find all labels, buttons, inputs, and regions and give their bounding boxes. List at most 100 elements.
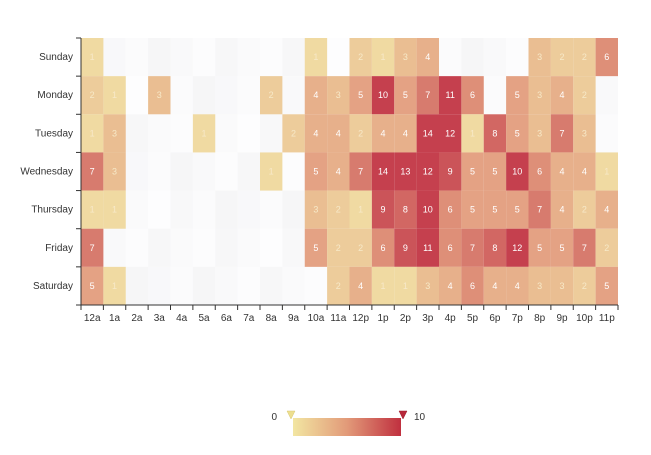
- cell-wednesday-5p[interactable]: [461, 152, 484, 191]
- cell-saturday-1p[interactable]: [371, 266, 395, 305]
- cell-friday-2p[interactable]: [394, 228, 417, 267]
- cell-thursday-12p[interactable]: [349, 190, 372, 229]
- cell-tuesday-1p[interactable]: [371, 114, 395, 153]
- cell-monday-11a[interactable]: [327, 76, 350, 115]
- cell-sunday-10p[interactable]: [573, 38, 596, 77]
- cell-saturday-3p[interactable]: [416, 266, 439, 305]
- cell-monday-8a[interactable]: [260, 76, 283, 115]
- cell-monday-1p[interactable]: [371, 76, 395, 115]
- cell-wednesday-11a[interactable]: [327, 152, 350, 191]
- cell-wednesday-4p[interactable]: [439, 152, 462, 191]
- cell-saturday-2p[interactable]: [394, 266, 417, 305]
- cell-saturday-8p[interactable]: [528, 266, 551, 305]
- cell-friday-12p[interactable]: [349, 228, 372, 267]
- cell-tuesday-5p[interactable]: [461, 114, 484, 153]
- cell-friday-10a[interactable]: [304, 228, 328, 267]
- cell-friday-3p[interactable]: [416, 228, 439, 267]
- cell-friday-5p[interactable]: [461, 228, 484, 267]
- cell-wednesday-9p[interactable]: [550, 152, 574, 191]
- cell-saturday-6p[interactable]: [483, 266, 507, 305]
- legend-max-handle[interactable]: [398, 410, 408, 420]
- cell-thursday-2p[interactable]: [394, 190, 417, 229]
- cell-monday-7p[interactable]: [506, 76, 529, 115]
- cell-monday-1a[interactable]: [103, 76, 126, 115]
- cell-tuesday-8p[interactable]: [528, 114, 551, 153]
- cell-wednesday-12a[interactable]: [81, 152, 104, 191]
- cell-friday-11p[interactable]: [595, 228, 618, 267]
- cell-monday-8p[interactable]: [528, 76, 551, 115]
- cell-tuesday-9p[interactable]: [550, 114, 574, 153]
- cell-monday-3a[interactable]: [148, 76, 171, 115]
- cell-wednesday-1p[interactable]: [371, 152, 395, 191]
- cell-friday-10p[interactable]: [573, 228, 596, 267]
- cell-thursday-10a[interactable]: [304, 190, 328, 229]
- cell-wednesday-6p[interactable]: [483, 152, 507, 191]
- cell-tuesday-10p[interactable]: [573, 114, 596, 153]
- cell-wednesday-3p[interactable]: [416, 152, 439, 191]
- cell-sunday-10a[interactable]: [304, 38, 328, 77]
- cell-thursday-1p[interactable]: [371, 190, 395, 229]
- cell-friday-1p[interactable]: [371, 228, 395, 267]
- cell-tuesday-4p[interactable]: [439, 114, 462, 153]
- cell-tuesday-3p[interactable]: [416, 114, 439, 153]
- cell-monday-12a[interactable]: [81, 76, 104, 115]
- cell-saturday-5p[interactable]: [461, 266, 484, 305]
- cell-monday-4p[interactable]: [439, 76, 462, 115]
- cell-saturday-9p[interactable]: [550, 266, 574, 305]
- cell-sunday-3p[interactable]: [416, 38, 439, 77]
- cell-thursday-10p[interactable]: [573, 190, 596, 229]
- cell-thursday-6p[interactable]: [483, 190, 507, 229]
- cell-wednesday-10a[interactable]: [304, 152, 328, 191]
- cell-tuesday-9a[interactable]: [282, 114, 305, 153]
- cell-monday-5p[interactable]: [461, 76, 484, 115]
- cell-wednesday-8p[interactable]: [528, 152, 551, 191]
- cell-friday-4p[interactable]: [439, 228, 462, 267]
- cell-saturday-7p[interactable]: [506, 266, 529, 305]
- cell-thursday-12a[interactable]: [81, 190, 104, 229]
- cell-thursday-7p[interactable]: [506, 190, 529, 229]
- legend-min-handle[interactable]: [286, 410, 296, 420]
- cell-friday-11a[interactable]: [327, 228, 350, 267]
- cell-thursday-11a[interactable]: [327, 190, 350, 229]
- cell-thursday-3p[interactable]: [416, 190, 439, 229]
- cell-wednesday-2p[interactable]: [394, 152, 417, 191]
- visual-map-legend[interactable]: 0 10: [271, 410, 426, 436]
- cell-tuesday-11a[interactable]: [327, 114, 350, 153]
- cell-saturday-11p[interactable]: [595, 266, 618, 305]
- cell-saturday-12p[interactable]: [349, 266, 372, 305]
- cell-tuesday-12a[interactable]: [81, 114, 104, 153]
- cell-thursday-9p[interactable]: [550, 190, 574, 229]
- cell-wednesday-7p[interactable]: [506, 152, 529, 191]
- cell-monday-3p[interactable]: [416, 76, 439, 115]
- cell-sunday-1p[interactable]: [371, 38, 395, 77]
- cell-tuesday-6p[interactable]: [483, 114, 507, 153]
- cell-wednesday-1a[interactable]: [103, 152, 126, 191]
- cell-tuesday-10a[interactable]: [304, 114, 328, 153]
- cell-sunday-8p[interactable]: [528, 38, 551, 77]
- cell-friday-8p[interactable]: [528, 228, 551, 267]
- cell-saturday-10p[interactable]: [573, 266, 596, 305]
- cell-tuesday-1a[interactable]: [103, 114, 126, 153]
- cell-wednesday-8a[interactable]: [260, 152, 283, 191]
- cell-tuesday-12p[interactable]: [349, 114, 372, 153]
- cell-friday-9p[interactable]: [550, 228, 574, 267]
- cell-friday-7p[interactable]: [506, 228, 529, 267]
- cell-saturday-4p[interactable]: [439, 266, 462, 305]
- cell-thursday-5p[interactable]: [461, 190, 484, 229]
- cell-monday-9p[interactable]: [550, 76, 574, 115]
- cell-monday-2p[interactable]: [394, 76, 417, 115]
- cell-saturday-1a[interactable]: [103, 266, 126, 305]
- cell-tuesday-5a[interactable]: [192, 114, 216, 153]
- cell-monday-12p[interactable]: [349, 76, 372, 115]
- cell-tuesday-7p[interactable]: [506, 114, 529, 153]
- cell-thursday-1a[interactable]: [103, 190, 126, 229]
- cell-sunday-11p[interactable]: [595, 38, 618, 77]
- cell-wednesday-11p[interactable]: [595, 152, 618, 191]
- cell-sunday-12a[interactable]: [81, 38, 104, 77]
- cell-sunday-2p[interactable]: [394, 38, 417, 77]
- cell-wednesday-10p[interactable]: [573, 152, 596, 191]
- cell-thursday-11p[interactable]: [595, 190, 618, 229]
- cell-monday-10a[interactable]: [304, 76, 328, 115]
- cell-friday-12a[interactable]: [81, 228, 104, 267]
- cell-thursday-8p[interactable]: [528, 190, 551, 229]
